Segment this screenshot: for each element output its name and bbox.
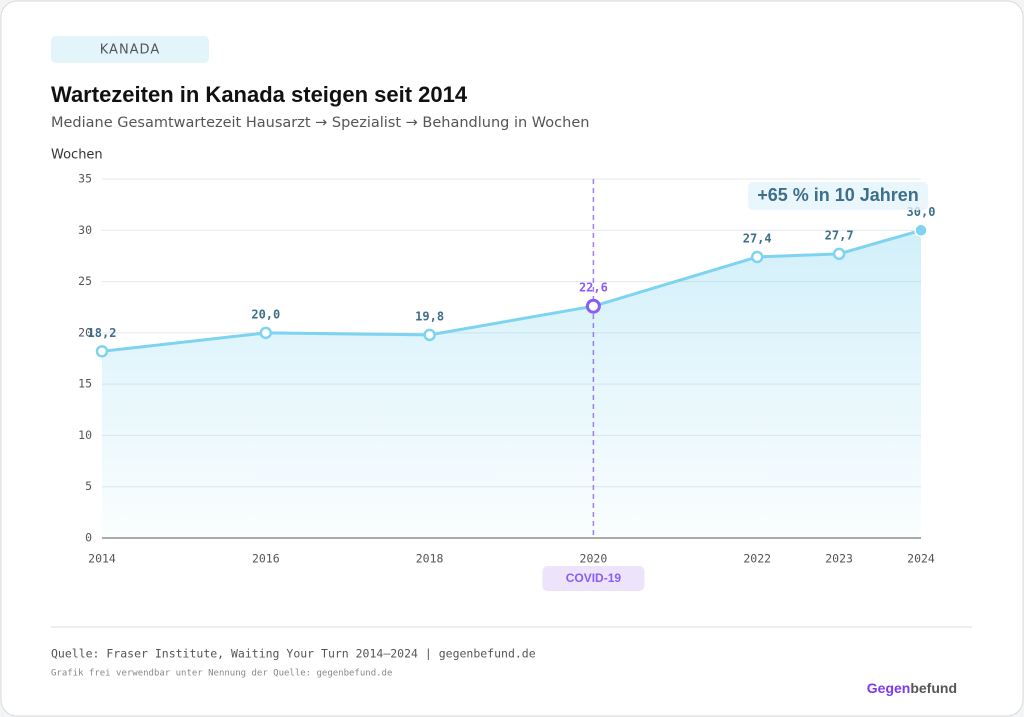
note: Grafik frei verwendbar unter Nennung der… [51, 669, 392, 679]
point [95, 345, 109, 358]
brand-part: Gegen [867, 680, 911, 696]
event-box [542, 566, 645, 591]
event-label: COVID-19 [566, 571, 622, 585]
point [585, 298, 601, 314]
tag-box [51, 36, 209, 63]
y-tick-label: 5 [85, 479, 92, 493]
x-tick-label: 2024 [907, 552, 935, 566]
y-tick-label: 10 [78, 428, 92, 442]
point [914, 223, 928, 238]
value-label: 20,0 [251, 307, 280, 321]
area [102, 230, 921, 539]
point [259, 326, 273, 340]
y-tick-label: 25 [78, 274, 92, 288]
value-label: 18,2 [88, 326, 117, 340]
y-tick-label: 15 [78, 377, 92, 391]
source: Quelle: Fraser Institute, Waiting Your T… [51, 647, 536, 661]
x-tick-label: 2014 [88, 552, 116, 566]
brand: Gegenbefund [867, 680, 957, 696]
y-tick-label: 30 [78, 223, 92, 237]
subtitle: Mediane Gesamtwartezeit Hausarzt → Spezi… [51, 115, 589, 131]
value-label: 27,4 [743, 231, 772, 245]
plot: 0 5 10 15 20 25 30 35 2014 2016 2018 2020 2022 2023 20… [78, 172, 935, 591]
value-label: 27,7 [825, 228, 854, 242]
point [750, 250, 764, 264]
tag: KANADA [100, 43, 160, 58]
x-tick-label: 2016 [252, 552, 280, 566]
point [832, 247, 846, 261]
x-tick-label: 2018 [416, 552, 444, 566]
chart-title: Wartezeiten in Kanada steigen seit 2014 [51, 82, 468, 107]
callout-box [748, 182, 928, 210]
point [423, 328, 436, 342]
y-tick-label: 0 [85, 531, 92, 545]
y-axis-label: Wochen [51, 148, 103, 163]
y-tick-label: 35 [78, 172, 92, 186]
value-label: 19,8 [415, 309, 444, 323]
x-tick-label: 2023 [825, 552, 853, 566]
y-tick-label: 20 [78, 325, 92, 339]
brand-part: befund [910, 680, 957, 696]
value-label: 22,6 [579, 281, 608, 295]
callout: +65 % in 10 Jahren [757, 185, 919, 205]
x-tick-label: 2022 [743, 552, 771, 566]
x-tick-label: 2020 [580, 552, 608, 566]
